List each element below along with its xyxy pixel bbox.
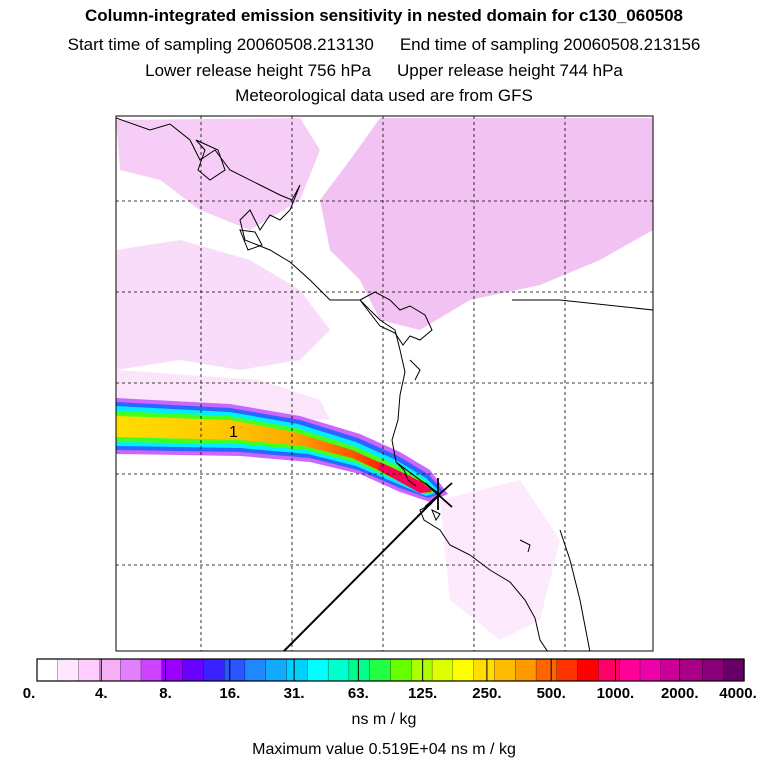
colorbar-cell	[99, 658, 121, 682]
colorbar-tick-label: 500.	[536, 685, 566, 702]
colorbar-cell	[140, 658, 163, 682]
sensitivity-area-north	[116, 118, 320, 230]
colorbar-tick-label: 8.	[159, 685, 172, 702]
colorbar-cell	[660, 658, 683, 682]
colorbar-cell	[36, 658, 59, 682]
colorbar-cell	[120, 658, 142, 682]
colorbar-cell	[411, 658, 433, 682]
end-time-label: End time of sampling 20060508.213156	[399, 35, 701, 54]
colorbar-cell	[348, 658, 371, 682]
colorbar-cell	[723, 658, 745, 682]
map-grid	[116, 116, 653, 651]
colorbar-cell	[57, 658, 80, 682]
release-point-marker	[424, 478, 453, 510]
colorbar-cell	[286, 658, 308, 682]
colorbar-cell	[702, 658, 724, 682]
colorbar-cell	[203, 658, 225, 682]
colorbar-cell	[431, 658, 454, 682]
colorbar-cell	[598, 658, 620, 682]
colorbar-tick-label: 0.	[22, 685, 36, 702]
colorbar-cell	[182, 658, 205, 682]
colorbar-cell	[369, 658, 392, 682]
start-time-label: Start time of sampling 20060508.213130	[67, 35, 374, 54]
sensitivity-area-south	[440, 480, 560, 640]
colorbar-cell	[681, 658, 704, 682]
colorbar-tick-label: 125.	[408, 685, 438, 702]
colorbar-cell	[161, 658, 184, 682]
map-label: 1	[229, 424, 238, 441]
met-data-label: Meteorological data used are from GFS	[235, 86, 533, 105]
sampling-times: Start time of sampling 20060508.213130 En…	[0, 35, 768, 55]
colorbar-tick-label: 4.	[95, 685, 108, 702]
colorbar-tick-label: 1000.	[596, 685, 635, 702]
colorbar-tick-label: 4000.	[719, 685, 757, 702]
colorbar-cell	[535, 658, 558, 682]
colorbar-cell	[619, 658, 641, 682]
sensitivity-area-northeast	[320, 118, 653, 330]
colorbar-cell	[244, 658, 267, 682]
plume-core	[116, 416, 432, 493]
colorbar-cell	[390, 658, 412, 682]
colorbar-cell	[639, 658, 662, 682]
colorbar-unit-label: ns m / kg	[351, 711, 417, 728]
colorbar-tick-label: 16.	[219, 685, 241, 702]
colorbar-cell	[556, 658, 579, 682]
colorbar-cell	[452, 658, 475, 682]
colorbar-cell	[494, 658, 516, 682]
colorbar-tick-label: 31.	[283, 685, 305, 702]
colorbar-frame	[36, 658, 745, 682]
colorbar-cell	[223, 658, 246, 682]
colorbar-cell	[265, 658, 288, 682]
colorbar-cell	[327, 658, 350, 682]
colorbar-tick-label: 250.	[472, 685, 502, 702]
colorbar-cell	[473, 658, 496, 682]
colorbar-cell	[78, 658, 101, 682]
colorbar-tick-label: 63.	[347, 685, 369, 702]
sensitivity-area-mid	[116, 240, 330, 370]
colorbar-cell	[577, 658, 600, 682]
map-field	[116, 117, 653, 651]
colorbar-tick-label: 2000.	[660, 685, 699, 702]
max-value-label: Maximum value 0.519E+04 ns m / kg	[252, 741, 516, 758]
lower-release-label: Lower release height 756 hPa	[145, 61, 371, 80]
colorbar-cell	[515, 658, 537, 682]
chart-title: Column-integrated emission sensitivity i…	[84, 6, 684, 25]
plume-peak	[378, 462, 432, 493]
flight-track	[283, 493, 441, 651]
release-heights: Lower release height 756 hPa Upper releas…	[0, 61, 768, 81]
map-frame	[115, 115, 654, 652]
upper-release-label: Upper release height 744 hPa	[397, 61, 623, 80]
colorbar-cell	[307, 658, 329, 682]
